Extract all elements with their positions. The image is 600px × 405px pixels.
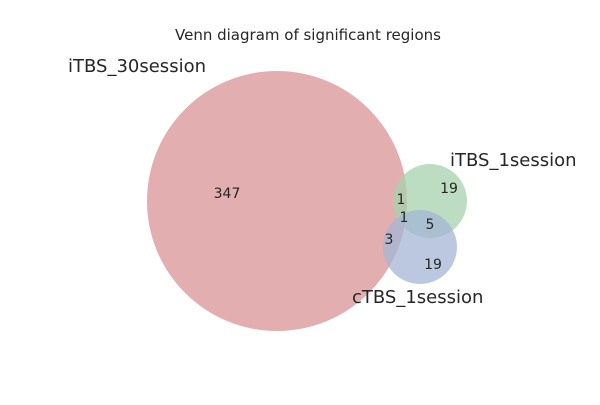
set-circle-ctbs-1session xyxy=(383,210,457,284)
set-label-itbs-30session: iTBS_30session xyxy=(68,56,206,77)
region-count-itbs30-itbs1: 1 xyxy=(397,192,406,208)
region-count-itbs1-only: 19 xyxy=(440,181,458,197)
chart-title: Venn diagram of significant regions xyxy=(175,26,441,44)
region-count-itbs30-ctbs1: 3 xyxy=(385,232,394,248)
set-label-itbs-1session: iTBS_1session xyxy=(450,150,577,171)
set-label-ctbs-1session: cTBS_1session xyxy=(352,287,483,308)
region-count-itbs1-ctbs1: 5 xyxy=(426,217,435,233)
region-count-all-three: 1 xyxy=(400,210,409,226)
region-count-itbs30-only: 347 xyxy=(214,186,241,202)
region-count-ctbs1-only: 19 xyxy=(424,257,442,273)
set-circle-itbs-30session xyxy=(147,71,407,331)
